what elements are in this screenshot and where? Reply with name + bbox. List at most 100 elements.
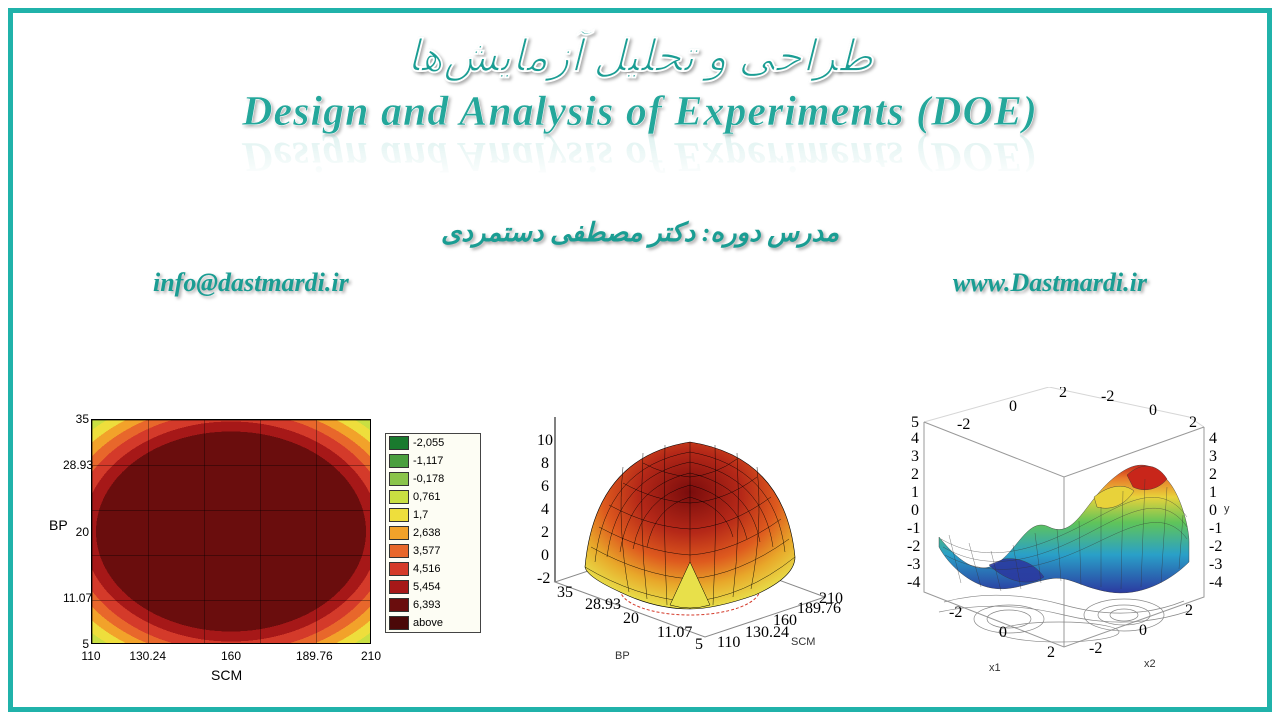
contour-legend-label: 3,577 — [413, 545, 441, 557]
svg-text:-3: -3 — [907, 556, 920, 573]
svg-text:1: 1 — [1209, 484, 1217, 501]
contour-legend-row: 0,761 — [386, 488, 480, 506]
svg-text:10: 10 — [537, 432, 553, 449]
title-english: Design and Analysis of Experiments (DOE) — [13, 88, 1267, 136]
slide-frame: طراحی و تحلیل آزمایش‌ها Design and Analy… — [8, 8, 1272, 712]
svg-text:4: 4 — [541, 501, 549, 518]
svg-text:0: 0 — [1009, 398, 1017, 415]
contour-xtick: 110 — [81, 649, 100, 663]
svg-text:0: 0 — [1209, 502, 1217, 519]
contour-xtick: 160 — [221, 649, 241, 663]
svg-text:0: 0 — [999, 624, 1007, 641]
contour-legend-row: 3,577 — [386, 542, 480, 560]
svg-text:20: 20 — [623, 610, 639, 627]
svg-text:-2: -2 — [957, 416, 970, 433]
contour-legend-label: 4,516 — [413, 563, 441, 575]
contour-legend-label: -0,178 — [413, 473, 444, 485]
contour-xtick: 130.24 — [129, 649, 166, 663]
contour-legend-row: -2,055 — [386, 434, 480, 452]
title-persian: طراحی و تحلیل آزمایش‌ها — [13, 31, 1267, 82]
contour-xtick: 210 — [361, 649, 381, 663]
svg-text:6: 6 — [541, 478, 549, 495]
contour-legend-swatch — [389, 598, 409, 612]
contour-xlabel: SCM — [211, 667, 242, 683]
contour-legend-label: 1,7 — [413, 509, 428, 521]
svg-text:-2: -2 — [1101, 388, 1114, 405]
contour-ytick: 28.93 — [63, 458, 89, 472]
svg-text:-4: -4 — [907, 574, 920, 591]
contour-legend-swatch — [389, 544, 409, 558]
dome-svg: -202 46810 3528.9320 11.075 110130.24160… — [495, 397, 855, 687]
contour-legend-row: 6,393 — [386, 596, 480, 614]
svg-text:1: 1 — [911, 484, 919, 501]
svg-text:0: 0 — [1139, 622, 1147, 639]
svg-text:5: 5 — [695, 636, 703, 653]
title-english-wrap: Design and Analysis of Experiments (DOE)… — [13, 88, 1267, 208]
contour-legend-row: 5,454 — [386, 578, 480, 596]
svg-text:2: 2 — [1189, 414, 1197, 431]
contour-legend-row: -0,178 — [386, 470, 480, 488]
contour-legend-swatch — [389, 562, 409, 576]
svg-text:-1: -1 — [1209, 520, 1222, 537]
contour-legend-swatch — [389, 454, 409, 468]
wave-ylabel: x2 — [1144, 658, 1156, 670]
svg-text:35: 35 — [557, 584, 573, 601]
website-text: www.Dastmardi.ir — [953, 268, 1147, 298]
svg-text:3: 3 — [1209, 448, 1217, 465]
svg-text:-4: -4 — [1209, 574, 1222, 591]
contour-legend-label: 6,393 — [413, 599, 441, 611]
contact-row: info@dastmardi.ir www.Dastmardi.ir — [13, 268, 1267, 298]
svg-text:160: 160 — [773, 612, 797, 629]
svg-text:5: 5 — [911, 414, 919, 431]
svg-text:-2: -2 — [1089, 640, 1102, 657]
svg-text:210: 210 — [819, 590, 843, 607]
svg-text:-2: -2 — [1209, 538, 1222, 555]
svg-text:2: 2 — [1059, 387, 1067, 401]
dome-xlabel: BP — [615, 650, 630, 662]
svg-text:2: 2 — [1047, 644, 1055, 661]
contour-chart: BP SCM -2,055-1,117-0,1780,7611,72,6383,… — [41, 407, 481, 687]
svg-text:0: 0 — [911, 502, 919, 519]
svg-text:110: 110 — [717, 634, 740, 651]
svg-text:8: 8 — [541, 455, 549, 472]
charts-row: BP SCM -2,055 -1,117 -0,178 0,761 1,7 2,638 3,… — [41, 387, 1239, 687]
contour-legend-swatch — [389, 580, 409, 594]
svg-text:4: 4 — [911, 430, 919, 447]
contour-legend-swatch — [389, 526, 409, 540]
wave-surface-chart: -4-3-2 -101 2345 -4-3-2 -101 234 -202 -2… — [869, 387, 1239, 687]
contour-plot-area — [91, 419, 371, 644]
contour-legend-label: 5,454 — [413, 581, 441, 593]
wave-z-ticks-left: -4-3-2 -101 2345 — [907, 414, 920, 591]
contour-legend-swatch — [389, 508, 409, 522]
svg-text:-3: -3 — [1209, 556, 1222, 573]
svg-text:4: 4 — [1209, 430, 1217, 447]
svg-text:0: 0 — [541, 547, 549, 564]
contour-legend-swatch — [389, 472, 409, 486]
contour-ytick: 35 — [63, 412, 89, 426]
contour-legend-row: 1,7 — [386, 506, 480, 524]
contour-legend-row: 2,638 — [386, 524, 480, 542]
svg-text:2: 2 — [1209, 466, 1217, 483]
svg-text:-2: -2 — [907, 538, 920, 555]
contour-legend-row: -1,117 — [386, 452, 480, 470]
contour-legend-swatch — [389, 616, 409, 630]
wave-zlabel: y — [1224, 503, 1230, 515]
dome-surface-chart: -202 46810 3528.9320 11.075 110130.24160… — [495, 397, 855, 687]
wave-z-ticks-right: -4-3-2 -101 234 — [1209, 430, 1222, 591]
svg-text:2: 2 — [541, 524, 549, 541]
contour-legend-label: above — [413, 617, 443, 629]
contour-legend-swatch — [389, 436, 409, 450]
instructor-line: مدرس دوره: دکتر مصطفی دستمردی — [13, 218, 1267, 248]
svg-text:2: 2 — [1185, 602, 1193, 619]
dome-ylabel: SCM — [791, 636, 815, 648]
contour-legend-swatch — [389, 490, 409, 504]
svg-text:-1: -1 — [907, 520, 920, 537]
svg-text:2: 2 — [911, 466, 919, 483]
contour-ytick: 11.07 — [63, 591, 89, 605]
contour-legend-label: 2,638 — [413, 527, 441, 539]
title-english-reflection: Design and Analysis of Experiments (DOE) — [13, 132, 1267, 180]
contour-legend-label: -1,117 — [413, 455, 443, 467]
svg-text:3: 3 — [911, 448, 919, 465]
contour-legend-label: -2,055 — [413, 437, 444, 449]
svg-text:-2: -2 — [537, 570, 550, 587]
